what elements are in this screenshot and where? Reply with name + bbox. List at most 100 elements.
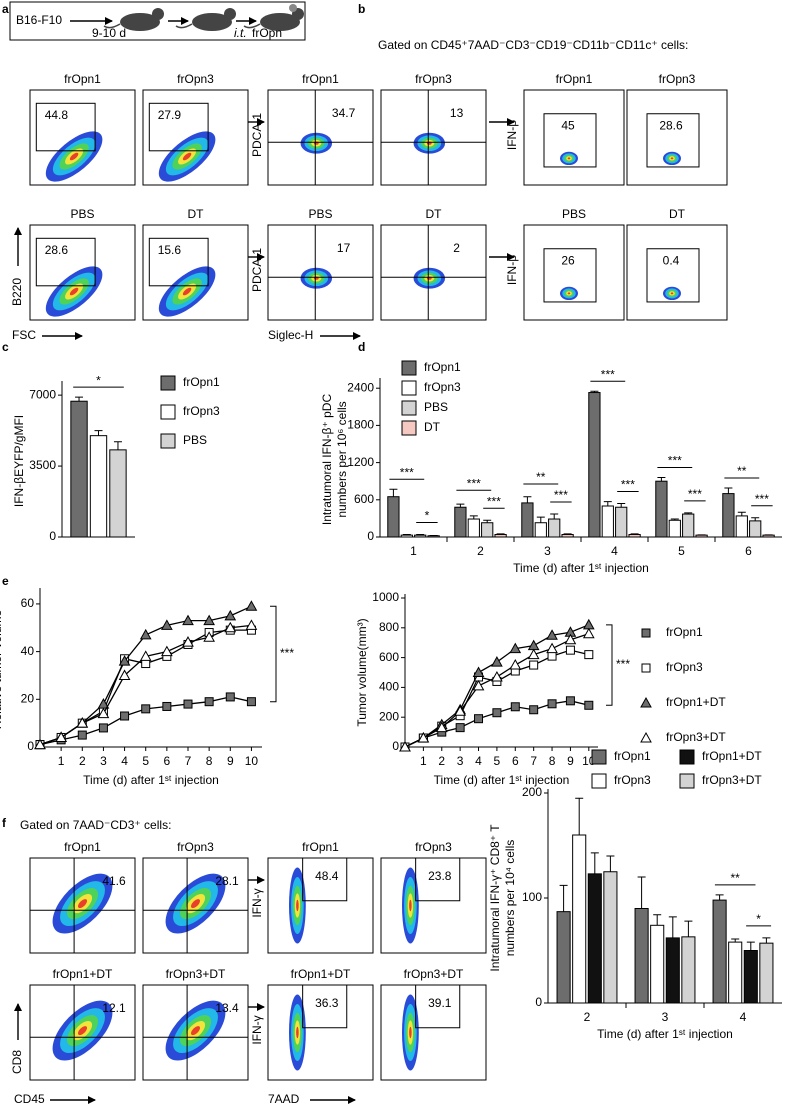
marker: [77, 730, 87, 740]
gate-value: 13.4: [215, 1001, 239, 1015]
legend-label: frOpn1+DT: [666, 695, 726, 709]
error-bar: [751, 517, 760, 521]
gate: [415, 984, 461, 1029]
gate: [415, 857, 461, 902]
significance: ***: [755, 492, 769, 506]
marker: [224, 609, 237, 621]
panel-label: b: [358, 2, 365, 16]
marker: [182, 614, 194, 626]
plot-title: frOpn3: [659, 72, 696, 86]
marker: [118, 669, 131, 680]
error-bar: [94, 430, 103, 436]
legend-swatch: [160, 375, 176, 391]
y-tick-label: 200: [522, 785, 542, 799]
plot-title: frOpn1: [64, 840, 101, 854]
y-tick-label: 0: [27, 739, 34, 753]
y-axis-label: B220: [10, 278, 24, 306]
x-tick-label: 4: [121, 754, 128, 768]
series-line: [404, 633, 590, 748]
y-axis-label: IFN-γ: [250, 888, 264, 917]
significance: **: [536, 470, 546, 484]
marker: [509, 659, 522, 670]
flow-plot-frame: [523, 89, 625, 186]
density: [182, 287, 192, 296]
plot-title: frOpn1: [302, 840, 339, 854]
legend-label: frOpn3: [614, 773, 651, 787]
y-tick-label: 800: [379, 620, 399, 634]
bar: [70, 400, 88, 538]
marker: [584, 700, 594, 710]
panel-label: e: [2, 574, 9, 588]
marker: [246, 697, 256, 707]
x-tick-label: 6: [512, 754, 519, 768]
x-tick-label: 1: [420, 754, 427, 768]
x-tick-label: 4: [475, 754, 482, 768]
error-bar: [559, 884, 568, 912]
x-axis-label: CD45: [14, 1092, 45, 1106]
legend-swatch: [679, 749, 695, 765]
x-tick-label: 6: [164, 754, 171, 768]
gate-value: 13: [450, 106, 464, 120]
error-bar: [416, 534, 425, 536]
y-axis-label: IFN-β: [505, 255, 519, 285]
y-tick-label: 600: [379, 650, 399, 664]
y-tick-label: 1200: [347, 455, 374, 469]
plot-title: frOpn3: [415, 840, 452, 854]
error-bar: [630, 533, 639, 535]
gate-value: 27.9: [158, 108, 182, 122]
density: [296, 1026, 299, 1039]
marker: [584, 650, 594, 660]
marker: [162, 701, 172, 711]
flow-plot-frame: [523, 224, 625, 321]
x-tick-label: 3: [100, 754, 107, 768]
bar: [548, 518, 561, 538]
bar: [588, 392, 601, 538]
marker: [139, 628, 152, 640]
error-bar: [389, 488, 398, 497]
marker: [491, 656, 503, 667]
gate-header: Gated on CD45⁺7AAD⁻CD3⁻CD19⁻CD11b⁻CD11c⁺…: [378, 38, 688, 52]
gate-value: 2: [453, 241, 460, 255]
y-axis-label: IFN-βEYFP/gMFI: [12, 415, 26, 507]
plot-title: frOpn3: [415, 72, 452, 86]
legend-swatch: [401, 360, 417, 376]
x-tick-label: 3: [662, 1010, 669, 1024]
panel-label: a: [2, 2, 9, 16]
x-tick-label: 2: [79, 754, 86, 768]
error-bar: [483, 519, 492, 523]
error-bar: [746, 941, 755, 951]
significance-bracket: [606, 624, 613, 706]
y-axis-label: numbers per 10⁴ cells: [503, 840, 517, 957]
legend-label: frOpn3+DT: [702, 773, 762, 787]
gate: [302, 857, 348, 902]
plot-title: frOpn3+DT: [166, 967, 226, 981]
mouse-body: [192, 13, 232, 31]
marker: [97, 707, 110, 719]
bar: [603, 871, 618, 1004]
error-bar: [603, 501, 612, 506]
marker: [582, 627, 595, 639]
x-tick-label: 7: [185, 754, 192, 768]
marker: [139, 650, 152, 661]
plot-title: frOpn1: [556, 72, 593, 86]
bar: [628, 534, 641, 538]
bar: [561, 534, 574, 538]
bar: [89, 435, 108, 538]
bar: [743, 950, 758, 1004]
error-bar: [657, 476, 666, 482]
marker: [565, 645, 575, 655]
x-tick-label: 5: [142, 754, 149, 768]
gate: [302, 984, 348, 1029]
marker: [454, 705, 466, 716]
x-tick-label: 9: [227, 754, 234, 768]
mouse-tail: [243, 23, 261, 29]
marker: [224, 621, 237, 633]
error-bar: [684, 920, 693, 937]
bar: [556, 911, 571, 1004]
marker: [182, 636, 194, 647]
marker: [34, 738, 46, 750]
plot-title: DT: [426, 207, 443, 221]
legend-swatch: [679, 773, 695, 789]
marker: [527, 648, 540, 660]
marker: [204, 697, 214, 707]
